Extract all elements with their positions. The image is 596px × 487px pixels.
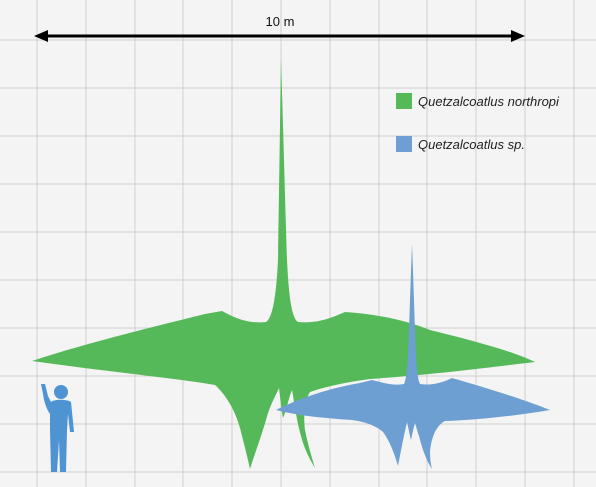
legend-label-sp: Quetzalcoatlus sp.: [418, 136, 525, 152]
legend-item-northropi: Quetzalcoatlus northropi: [396, 93, 559, 109]
legend-swatch-sp: [396, 136, 412, 152]
scale-bar: [34, 30, 525, 42]
legend-label-northropi: Quetzalcoatlus northropi: [418, 93, 559, 109]
legend-item-sp: Quetzalcoatlus sp.: [396, 136, 525, 152]
human-silhouette-icon: [41, 384, 74, 472]
quetzalcoatlus-sp-silhouette: [276, 244, 550, 469]
scale-bar-label: 10 m: [265, 14, 295, 29]
legend-swatch-northropi: [396, 93, 412, 109]
